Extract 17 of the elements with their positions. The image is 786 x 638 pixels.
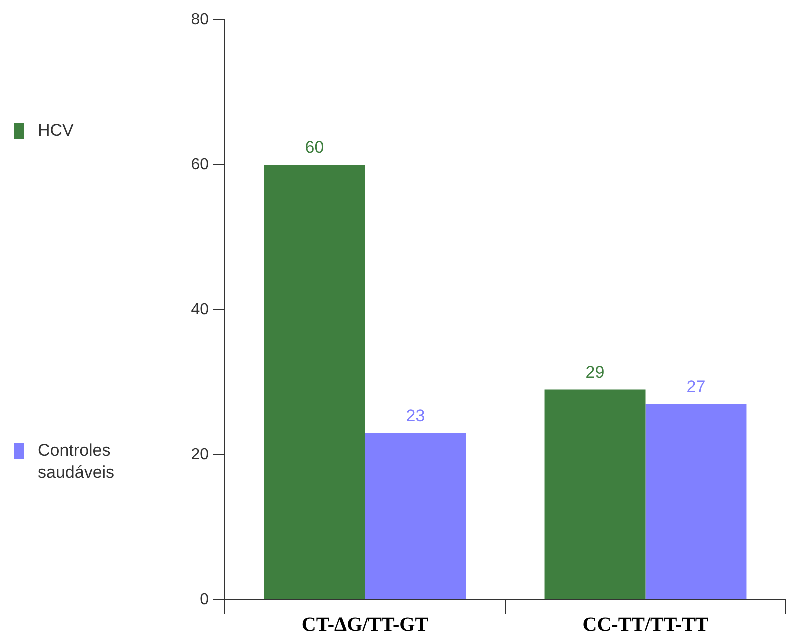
y-tick-label: 20 — [191, 446, 210, 464]
legend-label: HCV — [38, 120, 74, 142]
y-tick-label: 60 — [191, 156, 210, 174]
x-tick-label: CT-ΔG/TT-GT — [302, 614, 430, 636]
bar — [365, 433, 466, 600]
data-label: 29 — [586, 362, 605, 382]
y-tick-label: 40 — [191, 301, 210, 318]
x-tick-label: CC-TT/TT-TT — [582, 614, 710, 636]
bar — [264, 165, 366, 600]
data-label: 27 — [686, 377, 706, 396]
y-tick-label: 0 — [200, 591, 210, 608]
data-label: 60 — [305, 138, 324, 158]
bar — [646, 404, 747, 600]
y-tick-label: 80 — [191, 11, 210, 28]
legend-label: Controles saudáveis — [38, 440, 116, 484]
bar — [544, 390, 646, 600]
data-label: 23 — [406, 406, 426, 426]
